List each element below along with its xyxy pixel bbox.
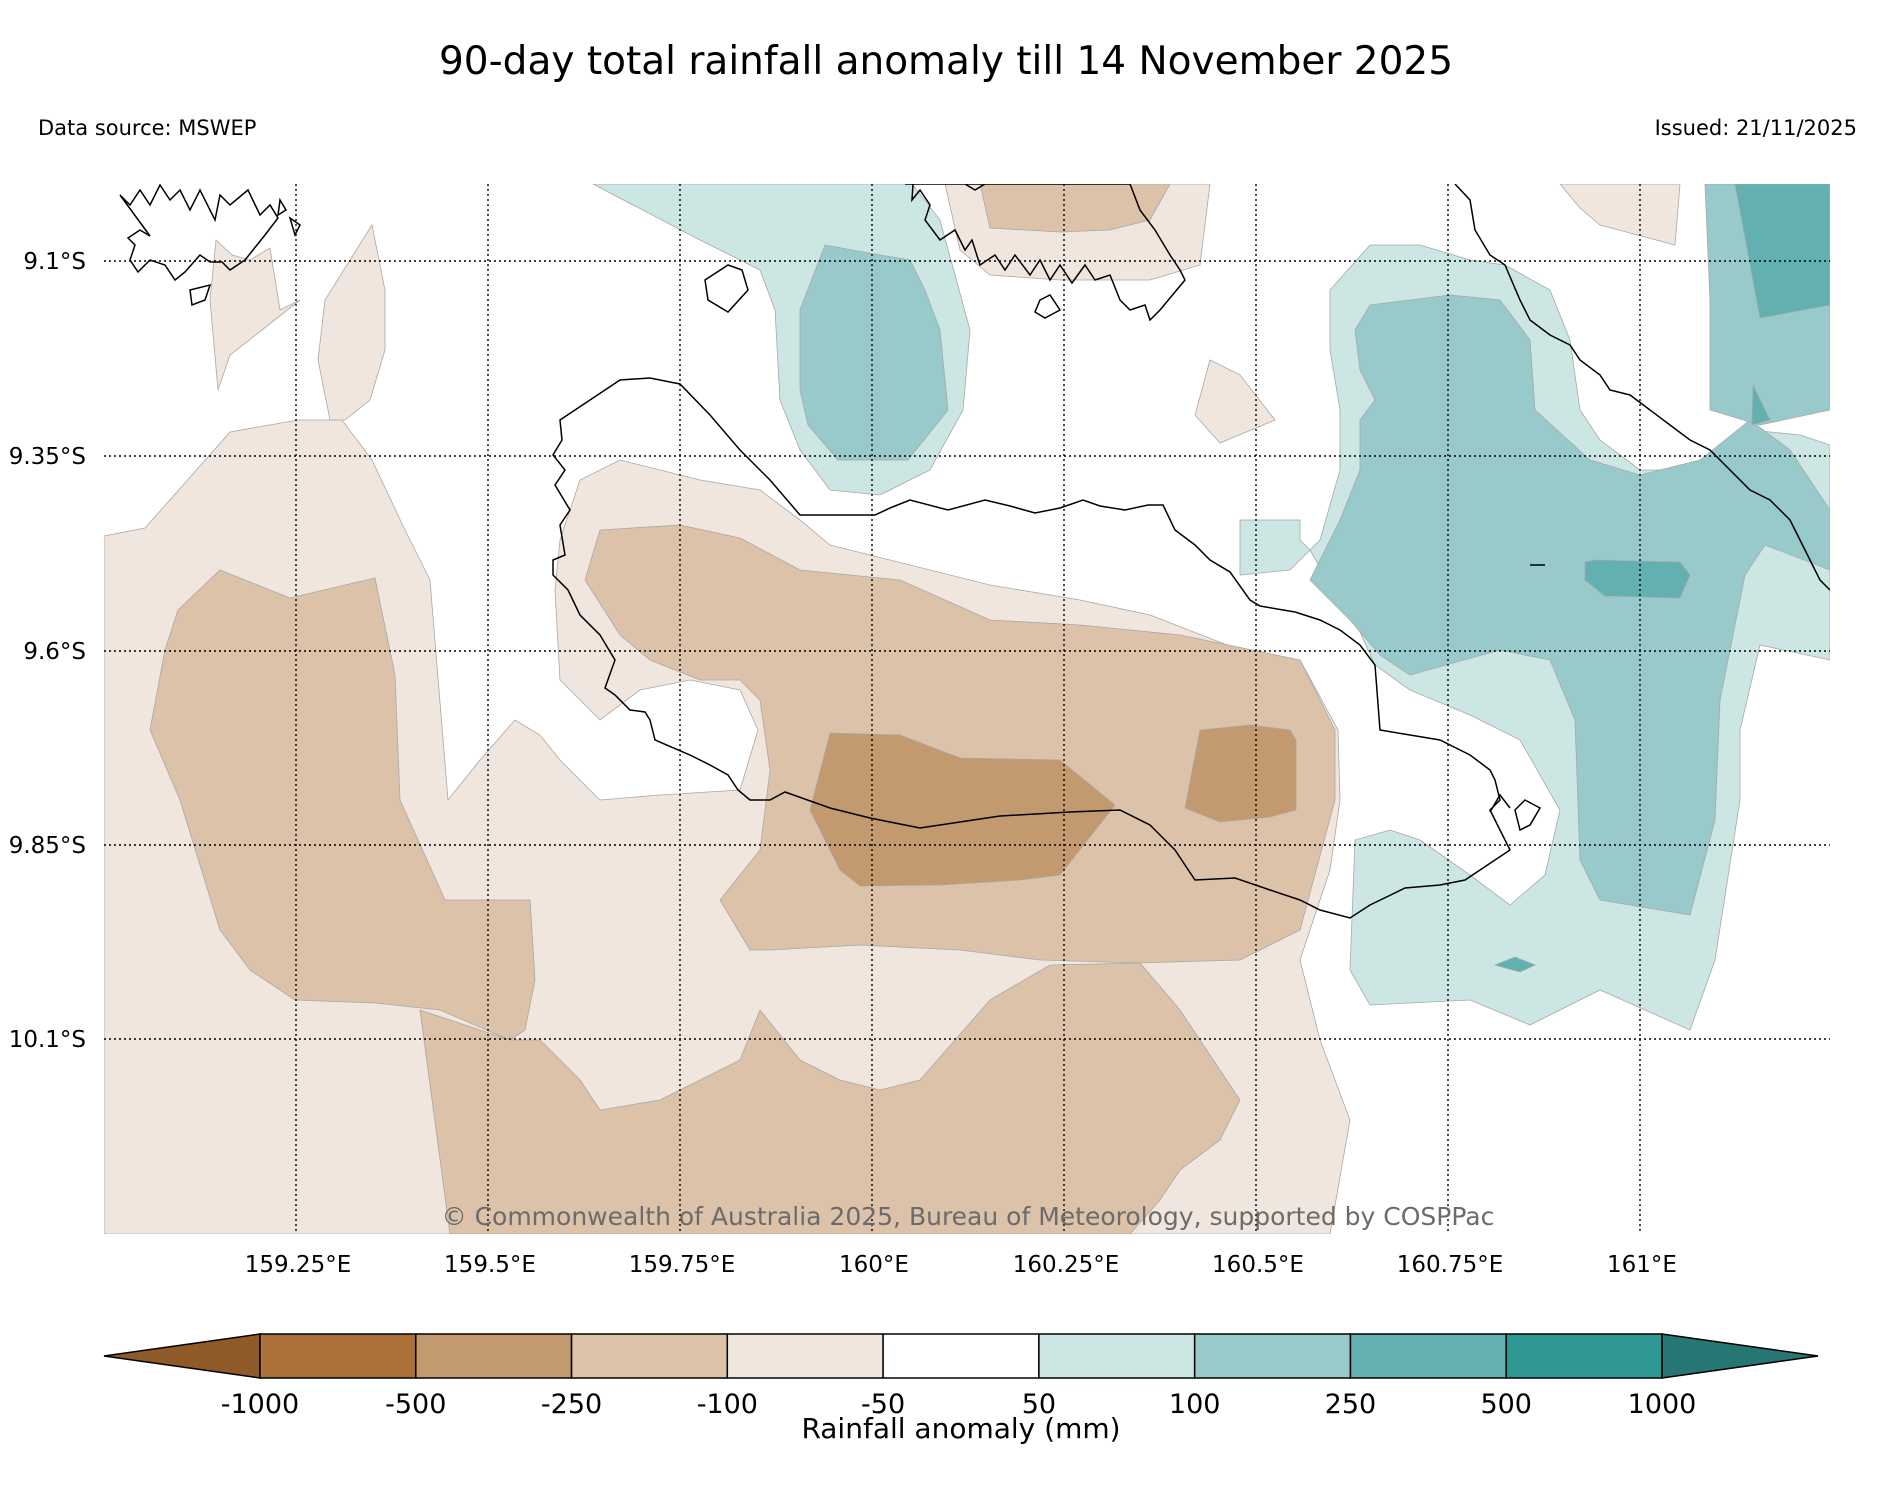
colorbar-tick-label: -50 [861,1389,905,1420]
lat-label: 9.6°S [23,639,86,665]
lon-label: 159.25°E [245,1252,352,1278]
colorbar-label: Rainfall anomaly (mm) [801,1412,1120,1445]
coastline-north-islands [905,184,1186,322]
map-panel: © Commonwealth of Australia 2025, Bureau… [104,184,1830,1234]
colorbar-tick-label: 500 [1480,1389,1532,1420]
contour-dry-heavy-central [809,732,1116,887]
contour-wet-heavy-east [1584,559,1691,599]
contour-dry-light-upper-left [209,239,301,391]
coastline-east-island [1454,184,1830,591]
colorbar-tick-label: -250 [541,1389,602,1420]
contour-wet-heavy-south [1493,956,1537,973]
contour-wet-mid-north [799,244,949,461]
lon-label: 160.5°E [1212,1252,1304,1278]
coastline-nw-islands [119,184,301,307]
colorbar-extend-low [103,1333,261,1379]
contour-dry-light-ne [1559,184,1681,246]
colorbar-bin [882,1333,1040,1379]
lat-label: 9.35°S [9,444,86,470]
graticule [104,184,1830,1234]
colorbar-tick-label: 100 [1169,1389,1221,1420]
contour-dry-mid-south [419,962,1241,1234]
map-title: 90-day total rainfall anomaly till 14 No… [439,39,1453,84]
lat-label: 9.1°S [23,249,86,275]
contour-wet-heavy-ne [1734,184,1830,319]
colorbar-extend-high [1661,1333,1819,1379]
contour-wet-mid-east [1309,294,1830,916]
colorbar-bin [415,1333,573,1379]
coastline-guadalcanal [552,377,1511,919]
copyright-notice: © Commonwealth of Australia 2025, Bureau… [442,1202,1495,1231]
lon-label: 159.75°E [629,1252,736,1278]
lon-label: 160°E [839,1252,909,1278]
wet-heavy-contours [1493,184,1830,973]
colorbar-bin [726,1333,884,1379]
colorbar-tick-label: 250 [1325,1389,1377,1420]
contour-dry-mid-top [979,184,1171,233]
colorbar-tick-label: 50 [1022,1389,1056,1420]
dry-heavy-contours [809,724,1297,887]
colorbar-tick-label: -1000 [221,1389,299,1420]
colorbar-bin [570,1333,729,1379]
issued-date: Issued: 21/11/2025 [1655,116,1857,140]
colorbar-tick-label: 1000 [1628,1389,1697,1420]
lon-label: 160.75°E [1397,1252,1504,1278]
contour-dry-mid-central [584,524,1336,964]
contour-dry-mid-west [149,569,536,1041]
contour-dry-light-west-ridge [317,223,386,421]
lon-label: 160.25°E [1013,1252,1120,1278]
latitude-labels: 9.1°S 9.35°S 9.6°S 9.85°S 10.1°S [9,249,86,1053]
colorbar-bin [259,1333,417,1379]
colorbar-tick-label: -100 [697,1389,758,1420]
contour-dry-heavy-east [1184,724,1297,823]
lat-label: 9.85°S [9,833,86,859]
colorbar-tick-label: -500 [385,1389,446,1420]
data-source: Data source: MSWEP [38,116,256,140]
colorbar: -1000 -500 -250 -100 -50 50 100 250 500 1000 Rain… [103,1333,1819,1445]
contour-wet-heavy-spot [1751,384,1771,426]
coastlines [119,184,1830,919]
dry-mid-contours [149,184,1336,1234]
coastline-small-islets [704,264,1545,832]
lat-label: 10.1°S [9,1027,86,1053]
contour-dry-light-patch [1194,359,1276,444]
colorbar-bin [1349,1333,1507,1379]
colorbar-bin [1505,1333,1663,1379]
colorbar-bin [1193,1333,1352,1379]
colorbar-bin [1038,1333,1196,1379]
longitude-labels: 159.25°E 159.5°E 159.75°E 160°E 160.25°E… [245,1252,1677,1278]
lon-label: 161°E [1607,1252,1677,1278]
lon-label: 159.5°E [444,1252,536,1278]
